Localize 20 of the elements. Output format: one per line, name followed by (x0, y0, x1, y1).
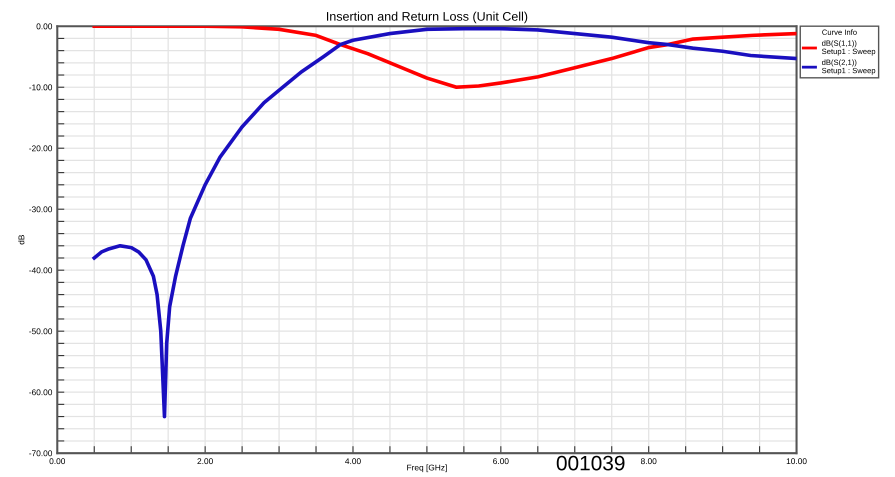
y-tick-label: -60.00 (29, 389, 52, 396)
line-series (92, 26, 797, 418)
x-axis-title: Freq [GHz] (407, 464, 447, 472)
y-tick-label: -20.00 (29, 145, 52, 152)
chart-title: Insertion and Return Loss (Unit Cell) (326, 12, 528, 24)
x-tick-label: 2.00 (197, 458, 213, 464)
x-tick-label: 0.00 (49, 458, 66, 464)
x-tick-label: 8.00 (640, 458, 656, 464)
line-series (92, 26, 797, 90)
y-tick-label: -70.00 (29, 450, 52, 456)
y-tick-label: -40.00 (29, 267, 52, 274)
x-tick-label: 4.00 (345, 458, 361, 464)
y-tick-label: 0.00 (36, 23, 52, 30)
y-tick-label: -50.00 (29, 328, 52, 334)
y-axis-title: dB (18, 235, 24, 244)
x-tick-label: 10.00 (786, 458, 807, 464)
x-tick-label: 6.00 (493, 458, 509, 464)
y-tick-label: -10.00 (29, 84, 52, 90)
text: 001039 (556, 456, 624, 470)
y-tick-label: -30.00 (29, 206, 52, 212)
